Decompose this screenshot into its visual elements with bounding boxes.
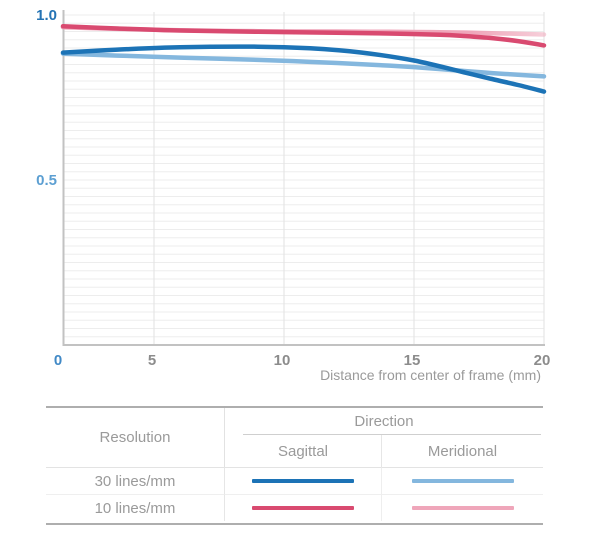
mtf-chart: 1.0 0.5 0 5 10 15 20 Distance from center of fr… (36, 7, 551, 383)
x-tick-label: 5 (148, 352, 156, 369)
curve-10-sagittal (60, 23, 547, 48)
row-30-label: 30 lines/mm (94, 472, 176, 490)
y-tick-label: 0.5 (36, 172, 57, 189)
direction-header-label: Direction (354, 413, 414, 430)
row-30-sagittal-cell (225, 467, 382, 494)
meridional-header: Meridional (382, 435, 543, 467)
sagittal-header-label: Sagittal (277, 442, 329, 460)
row-10-label: 10 lines/mm (94, 499, 176, 517)
swatch-10-sagittal (252, 506, 354, 510)
x-tick-label: 10 (274, 352, 291, 369)
x-tick-label: 0 (54, 352, 62, 369)
swatch-10-meridional (411, 506, 514, 510)
x-axis-title: Distance from center of frame (mm) (320, 367, 541, 383)
y-tick-label: 1.0 (36, 7, 57, 24)
curve-30-sagittal (60, 44, 547, 94)
swatch-30-meridional (411, 479, 514, 483)
x-tick-label: 15 (404, 352, 421, 369)
meridional-header-label: Meridional (427, 442, 498, 460)
swatch-30-sagittal (252, 479, 354, 483)
row-10-sagittal-cell (225, 494, 382, 521)
row-10-meridional-cell (382, 494, 543, 521)
direction-underline (243, 434, 541, 435)
row-30-label-cell: 30 lines/mm (46, 467, 225, 494)
legend-table: Resolution Direction Sagittal Meridional… (46, 406, 543, 525)
curve-30-meridional (60, 51, 547, 79)
row-30-meridional-cell (382, 467, 543, 494)
sagittal-header: Sagittal (225, 435, 382, 467)
resolution-header-label: Resolution (99, 429, 171, 446)
direction-header: Direction (225, 408, 543, 435)
resolution-header: Resolution (46, 408, 225, 467)
row-10-label-cell: 10 lines/mm (46, 494, 225, 521)
x-tick-label: 20 (534, 352, 551, 369)
